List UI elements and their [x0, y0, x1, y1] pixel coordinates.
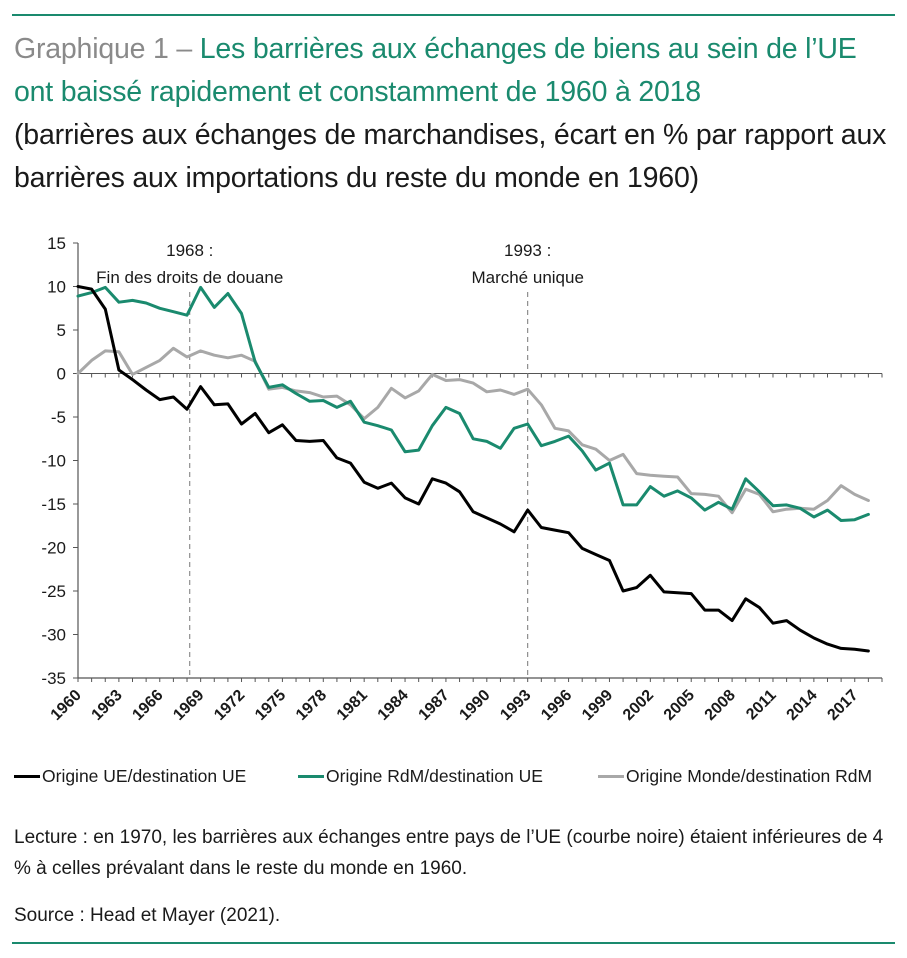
y-tick-label: -15 — [41, 495, 66, 514]
y-tick-label: 10 — [47, 278, 66, 297]
annotation-label: Fin des droits de douane — [96, 268, 283, 287]
y-tick-label: -25 — [41, 582, 66, 601]
chart-subtitle: (barrières aux échanges de marchandises,… — [14, 119, 887, 194]
x-tick-label: 2017 — [824, 687, 861, 724]
chart-title: Les barrières aux échanges de biens au s… — [14, 33, 857, 108]
legend-item-ue: Origine UE/destination UE — [14, 766, 246, 787]
series-line-monde — [76, 346, 870, 515]
x-tick-label: 2014 — [784, 687, 821, 724]
x-tick-label: 1996 — [538, 687, 575, 724]
x-tick-label: 2008 — [702, 687, 739, 724]
annotation-label: 1993 : — [504, 241, 551, 260]
x-tick-label: 1990 — [456, 687, 493, 724]
x-tick-label: 2011 — [743, 687, 780, 724]
legend-swatch — [298, 775, 324, 778]
y-tick-label: 5 — [57, 321, 66, 340]
y-tick-label: 0 — [57, 365, 66, 384]
x-tick-label: 1975 — [252, 687, 289, 724]
x-tick-label: 1987 — [416, 687, 453, 724]
legend-label: Origine RdM/destination UE — [326, 766, 543, 786]
x-tick-label: 1963 — [89, 687, 126, 724]
legend-label: Origine Monde/destination RdM — [626, 766, 873, 786]
y-tick-label: 15 — [47, 234, 66, 253]
x-tick-label: 2005 — [661, 687, 698, 724]
y-tick-label: -10 — [41, 452, 66, 471]
x-tick-label: 1978 — [293, 687, 330, 724]
series-line-ue — [76, 285, 870, 653]
y-tick-label: -20 — [41, 539, 66, 558]
y-tick-label: -5 — [51, 408, 66, 427]
legend-item-rdm: Origine RdM/destination UE — [298, 766, 543, 787]
x-tick-label: 1981 — [334, 687, 371, 724]
source-note: Source : Head et Mayer (2021). — [14, 905, 281, 926]
x-tick-label: 1999 — [579, 687, 616, 724]
x-tick-label: 2002 — [620, 687, 657, 724]
x-tick-label: 1960 — [48, 687, 85, 724]
figure-number: Graphique 1 – — [14, 33, 200, 65]
y-tick-label: -30 — [41, 626, 66, 645]
y-tick-label: -35 — [41, 669, 66, 688]
legend-swatch — [598, 775, 624, 778]
annotation-label: 1968 : — [166, 241, 213, 260]
x-tick-label: 1984 — [375, 687, 412, 724]
x-tick-label: 1972 — [211, 687, 248, 724]
x-tick-label: 1993 — [497, 687, 534, 724]
top-rule — [12, 14, 895, 16]
annotation-label: Marché unique — [471, 268, 583, 287]
x-tick-label: 1969 — [170, 687, 207, 724]
reading-note: Lecture : en 1970, les barrières aux éch… — [14, 827, 884, 879]
legend-label: Origine UE/destination UE — [42, 766, 247, 786]
chart-header: Graphique 1 – Les barrières aux échanges… — [14, 28, 899, 200]
legend-swatch — [14, 775, 40, 778]
legend-item-monde: Origine Monde/destination RdM — [598, 766, 872, 787]
x-tick-label: 1966 — [129, 687, 166, 724]
bottom-rule — [12, 942, 895, 944]
series-line-rdm — [76, 285, 870, 522]
